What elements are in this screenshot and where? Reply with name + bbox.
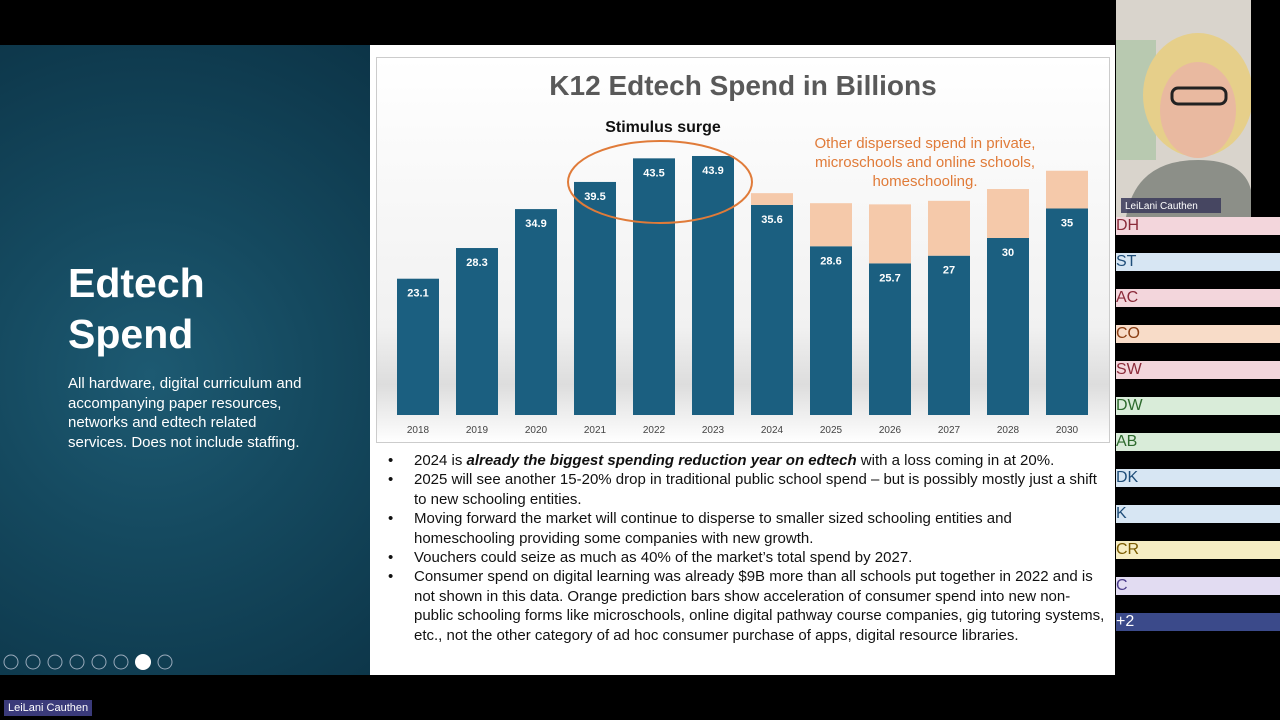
participant-avatar: DW — [1116, 397, 1280, 415]
x-tick-label: 2019 — [466, 425, 489, 436]
value-label: 43.5 — [643, 167, 664, 179]
x-tick-label: 2025 — [820, 425, 843, 436]
annotation: microschools and online schools, — [815, 154, 1035, 171]
value-label: 27 — [943, 265, 955, 277]
speaker-name: LeiLani Cauthen — [1125, 201, 1198, 212]
bar-segment — [987, 189, 1029, 238]
bullet: 2024 is already the biggest spending red… — [388, 451, 1108, 471]
participant-avatar: AC — [1116, 289, 1280, 307]
bullet-text: 2025 will see another 15-20% drop in tra… — [414, 471, 1097, 508]
bar-segment — [810, 246, 852, 415]
bar-segment — [869, 263, 911, 415]
value-label: 35 — [1061, 218, 1073, 230]
heading-line: Spend — [68, 311, 194, 357]
bar-segment — [810, 203, 852, 247]
value-label: 28.3 — [466, 257, 487, 269]
participant-name: Andrew ... — [1116, 307, 1189, 324]
bar-segment — [987, 238, 1029, 415]
bar-segment — [928, 255, 970, 415]
participant-avatar: ST — [1116, 253, 1280, 271]
bullet: Vouchers could seize as much as 40% of t… — [388, 548, 1108, 568]
participant-name: Diana Ry... — [1116, 235, 1194, 252]
participant-name: Kelli — [1116, 523, 1147, 540]
x-tick-label: 2022 — [643, 425, 666, 436]
value-label: 23.1 — [407, 288, 428, 300]
annotation: Other dispersed spend in private, — [815, 135, 1036, 152]
participant-avatar: +2 — [1116, 613, 1280, 631]
highlight-ellipse — [567, 140, 753, 224]
chart-title: K12 Edtech Spend in Billions — [549, 70, 936, 101]
participant-avatar: K — [1116, 505, 1280, 523]
bullet-text: Vouchers could seize as much as 40% of t… — [414, 549, 913, 567]
x-tick-label: 2026 — [879, 425, 902, 436]
bar-segment — [574, 181, 616, 415]
slide-heading: Edtech Spend — [68, 258, 205, 360]
bullet: Moving forward the market will continue … — [388, 509, 1108, 548]
bullet: 2025 will see another 15-20% drop in tra… — [388, 470, 1108, 509]
x-tick-label: 2023 — [702, 425, 725, 436]
bar-segment — [456, 248, 498, 415]
speaker-video: LeiLani Cauthen — [1116, 0, 1251, 217]
bar-segment — [397, 278, 439, 415]
participant-name: Charles — [1116, 595, 1172, 612]
participant-name: Osborne,... — [1116, 343, 1196, 360]
bar-segment — [751, 204, 793, 415]
x-tick-label: 2024 — [761, 425, 784, 436]
bullet-text: with a loss coming in at 20%. — [856, 452, 1055, 469]
bar-segment — [1046, 208, 1088, 415]
bar-segment — [869, 204, 911, 264]
participant-name: White, S... — [1116, 379, 1190, 396]
slide-description: All hardware, digital curriculum and acc… — [68, 375, 302, 451]
participant-panel: DH Diana Ry... ST Shannon... AC Andrew ... CO O… — [1116, 217, 1280, 720]
bar-segment — [633, 158, 675, 415]
participant-avatar: DK — [1116, 469, 1280, 487]
bar-segment — [692, 155, 734, 415]
annotation: homeschooling. — [872, 173, 977, 190]
x-tick-label: 2027 — [938, 425, 961, 436]
participant-avatar: SW — [1116, 361, 1280, 379]
value-label: 28.6 — [820, 255, 841, 267]
value-label: 43.9 — [702, 165, 723, 177]
bullet-list: 2024 is already the biggest spending red… — [388, 451, 1108, 645]
value-label: 39.5 — [584, 191, 605, 203]
presenter-tag: LeiLani Cauthen — [4, 700, 93, 716]
bullet-text: Moving forward the market will continue … — [414, 510, 1012, 547]
participant-name: Alex Ball — [1116, 451, 1179, 468]
x-tick-label: 2018 — [407, 425, 430, 436]
value-label: 35.6 — [761, 214, 782, 226]
bullet: Consumer spend on digital learning was a… — [388, 567, 1108, 645]
x-tick-label: 2028 — [997, 425, 1020, 436]
value-label: 25.7 — [879, 272, 900, 284]
bullet-text: Consumer spend on digital learning was a… — [414, 568, 1105, 644]
annotation: Stimulus surge — [605, 119, 721, 136]
participant-name: Debbie K... — [1116, 487, 1196, 504]
x-tick-label: 2020 — [525, 425, 548, 436]
bar-segment — [751, 193, 793, 205]
bar-segment — [1046, 170, 1088, 209]
bullet-text: 2024 is — [414, 452, 467, 469]
value-label: 30 — [1002, 247, 1014, 259]
heading-line: Edtech — [68, 260, 205, 306]
bar-segment — [928, 200, 970, 256]
participant-name: Charlie R... — [1116, 559, 1197, 576]
slide-left-panel — [0, 45, 370, 675]
chart: K12 Edtech Spend in Billions Stimulus su… — [376, 57, 1110, 443]
x-tick-label: 2021 — [584, 425, 607, 436]
x-tick-label: 2030 — [1056, 425, 1079, 436]
participant-name: Shannon... — [1116, 271, 1194, 288]
participant-avatar: C — [1116, 577, 1280, 595]
bar-segment — [515, 209, 557, 415]
participant-avatar: DH — [1116, 217, 1280, 235]
participant-avatar: CR — [1116, 541, 1280, 559]
participant-avatar: CO — [1116, 325, 1280, 343]
slide-toolbar — [3, 654, 173, 670]
bullet-text: already the biggest spending reduction y… — [466, 452, 857, 469]
participant-name: David Al... — [1116, 415, 1189, 432]
value-label: 34.9 — [525, 218, 546, 230]
participant-avatar: AB — [1116, 433, 1280, 451]
